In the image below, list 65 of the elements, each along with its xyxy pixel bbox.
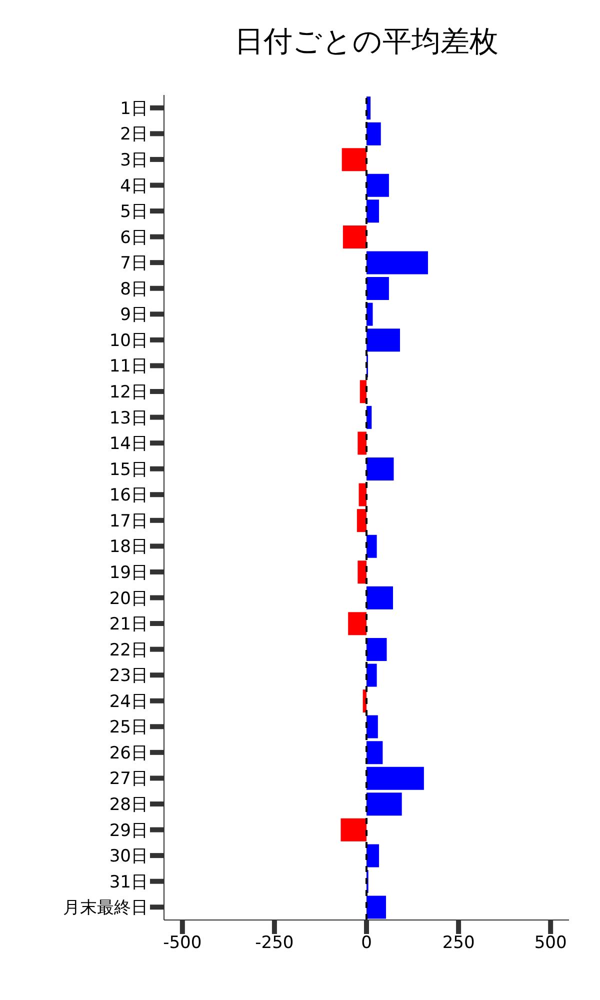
y-tick-label: 2日: [120, 124, 148, 145]
y-tick-label: 3日: [120, 150, 148, 170]
bar: [356, 509, 366, 532]
y-tick-label: 13日: [109, 408, 148, 428]
y-tick-label: 24日: [109, 692, 148, 712]
y-tick-label: 6日: [120, 228, 148, 248]
y-tick-label: 21日: [109, 614, 148, 635]
bar: [366, 122, 381, 146]
bar: [366, 457, 394, 480]
bar: [348, 612, 366, 636]
y-tick-label: 20日: [109, 588, 148, 609]
y-tick-label: 29日: [109, 820, 148, 841]
bar: [366, 792, 402, 816]
y-tick-label: 18日: [109, 537, 148, 558]
bar: [360, 380, 366, 404]
bar: [366, 896, 386, 919]
bar: [366, 766, 424, 790]
y-tick-label: 16日: [109, 486, 148, 506]
y-tick-label: 4日: [120, 176, 148, 196]
bar: [366, 174, 389, 197]
x-tick-label: -500: [163, 933, 202, 954]
chart-title: 日付ごとの平均差枚: [234, 23, 500, 60]
y-tick-label: 11日: [109, 356, 148, 377]
bar: [358, 560, 366, 584]
y-tick-label: 月末最終日: [63, 898, 148, 918]
bar: [366, 302, 373, 326]
y-tick-label: 28日: [109, 795, 148, 816]
bar: [358, 432, 366, 455]
bar: [366, 715, 378, 738]
y-tick-label: 27日: [109, 769, 148, 790]
bar: [342, 148, 366, 172]
bar: [366, 664, 377, 687]
y-tick-label: 15日: [109, 460, 148, 480]
y-tick-label: 7日: [120, 254, 148, 274]
x-tick-label: 250: [442, 933, 475, 954]
y-tick-label: 31日: [109, 872, 148, 892]
y-tick-label: 14日: [109, 434, 148, 454]
y-tick-label: 12日: [109, 382, 148, 403]
bar: [366, 534, 377, 558]
x-tick-label: 0: [361, 933, 372, 954]
y-tick-label: 25日: [109, 718, 148, 738]
y-tick-label: 8日: [120, 279, 148, 300]
bar: [358, 483, 366, 506]
y-tick-label: 19日: [109, 562, 148, 583]
bar: [366, 251, 428, 274]
y-tick-label: 10日: [109, 330, 148, 351]
y-tick-label: 26日: [109, 743, 148, 764]
y-tick-label: 23日: [109, 666, 148, 686]
y-tick-label: 1日: [120, 98, 148, 119]
y-tick-label: 5日: [120, 202, 148, 222]
bar: [342, 225, 366, 248]
bar: [366, 741, 383, 764]
bar: [366, 586, 394, 610]
y-tick-label: 22日: [109, 640, 148, 660]
x-tick-label: 500: [534, 933, 567, 954]
y-tick-label: 9日: [120, 305, 148, 326]
x-tick-label: -250: [255, 933, 294, 954]
y-tick-label: 30日: [109, 846, 148, 867]
bar: [366, 200, 380, 223]
bar: [366, 277, 389, 300]
y-tick-label: 17日: [109, 511, 148, 532]
bar: [340, 818, 366, 842]
bar: [366, 328, 400, 352]
bar: [366, 638, 387, 661]
bar: [366, 844, 380, 868]
